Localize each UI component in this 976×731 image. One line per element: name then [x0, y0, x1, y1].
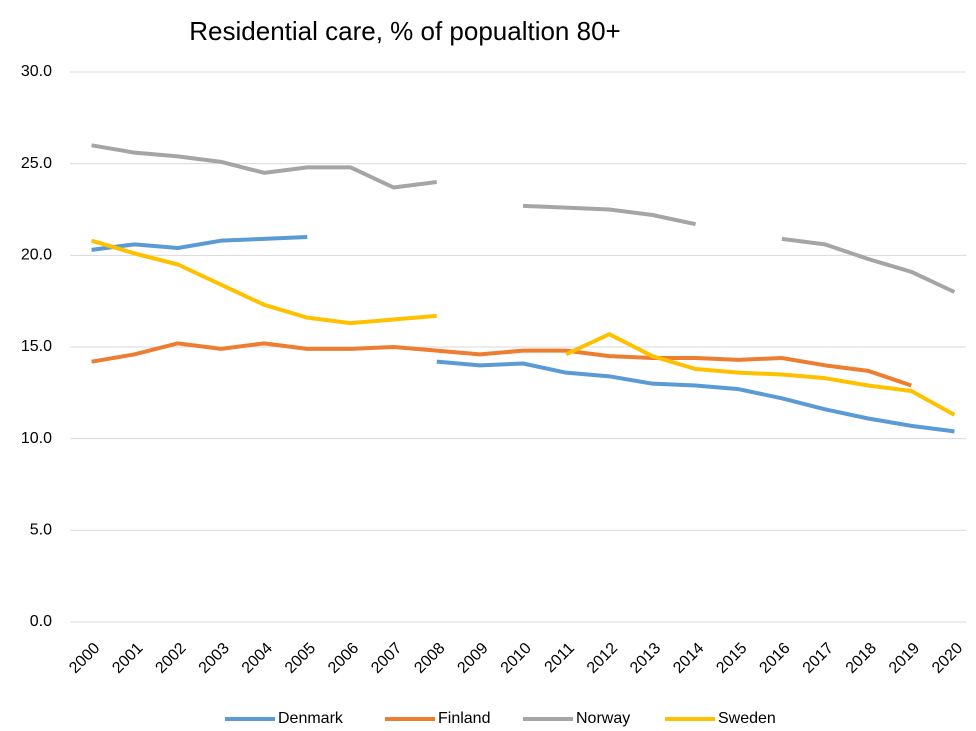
x-tick-label: 2005 — [282, 640, 319, 677]
y-tick-label: 10.0 — [21, 430, 52, 447]
chart-title: Residential care, % of popualtion 80+ — [189, 16, 620, 46]
y-tick-label: 5.0 — [30, 522, 52, 539]
x-tick-label: 2000 — [66, 640, 103, 677]
x-tick-label: 2019 — [886, 640, 923, 677]
x-tick-label: 2017 — [800, 640, 837, 677]
y-tick-label: 25.0 — [21, 155, 52, 172]
data-line — [91, 235, 955, 434]
y-tick-label: 30.0 — [21, 63, 52, 80]
y-tick-label: 15.0 — [21, 338, 52, 355]
x-tick-label: 2004 — [239, 640, 276, 677]
y-tick-label: 20.0 — [21, 247, 52, 264]
data-line — [91, 341, 912, 388]
data-line — [91, 238, 956, 417]
x-tick-label: 2010 — [498, 640, 535, 677]
legend-label: Norway — [576, 710, 630, 727]
x-tick-label: 2016 — [756, 640, 793, 677]
x-tick-label: 2013 — [627, 640, 664, 677]
x-tick-label: 2001 — [109, 640, 146, 677]
x-tick-label: 2006 — [325, 640, 362, 677]
x-tick-label: 2003 — [196, 640, 233, 677]
y-tick-label: 0.0 — [30, 613, 52, 630]
x-tick-label: 2020 — [929, 640, 966, 677]
x-tick-label: 2012 — [584, 640, 621, 677]
data-line — [91, 143, 956, 294]
legend-label: Finland — [438, 710, 490, 727]
x-tick-label: 2008 — [411, 640, 448, 677]
legend-label: Denmark — [278, 710, 344, 727]
x-tick-label: 2015 — [713, 640, 750, 677]
legend-label: Sweden — [718, 710, 776, 727]
x-tick-label: 2002 — [152, 640, 189, 677]
x-tick-label: 2007 — [368, 640, 405, 677]
x-tick-label: 2011 — [542, 640, 578, 676]
x-tick-label: 2009 — [454, 640, 491, 677]
x-tick-label: 2018 — [843, 640, 880, 677]
x-tick-label: 2014 — [670, 640, 707, 677]
